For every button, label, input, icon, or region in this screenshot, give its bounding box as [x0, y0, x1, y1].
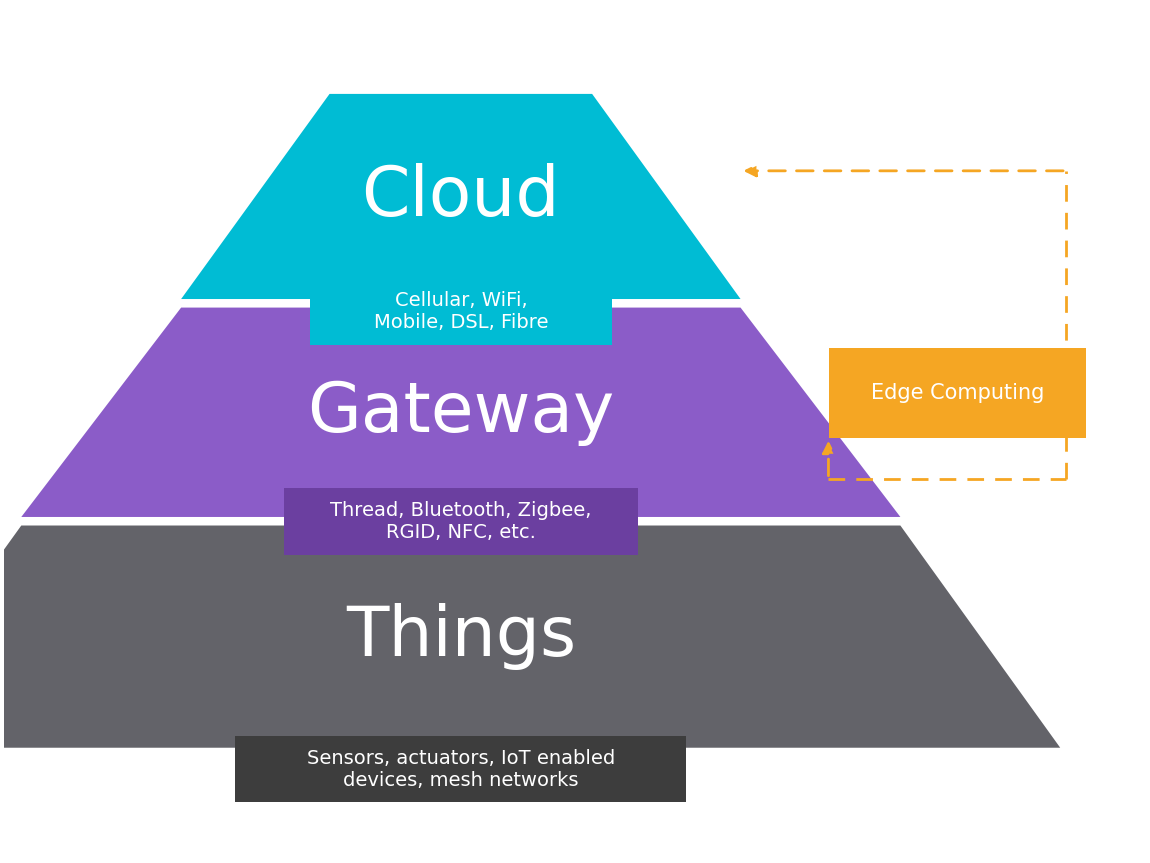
Text: Cloud: Cloud	[361, 163, 560, 230]
Bar	[284, 488, 638, 555]
Text: Thread, Bluetooth, Zigbee,
RGID, NFC, etc.: Thread, Bluetooth, Zigbee, RGID, NFC, et…	[330, 501, 591, 542]
Text: Cellular, WiFi,
Mobile, DSL, Fibre: Cellular, WiFi, Mobile, DSL, Fibre	[374, 292, 549, 332]
Bar	[829, 348, 1086, 438]
Polygon shape	[0, 526, 1060, 747]
Text: Gateway: Gateway	[307, 379, 614, 446]
Text: Edge Computing: Edge Computing	[871, 383, 1044, 403]
Polygon shape	[22, 307, 900, 517]
Text: Sensors, actuators, IoT enabled
devices, mesh networks: Sensors, actuators, IoT enabled devices,…	[307, 748, 615, 790]
Polygon shape	[182, 94, 741, 299]
Text: Things: Things	[346, 603, 576, 671]
Bar	[309, 279, 612, 345]
Bar	[236, 736, 687, 803]
